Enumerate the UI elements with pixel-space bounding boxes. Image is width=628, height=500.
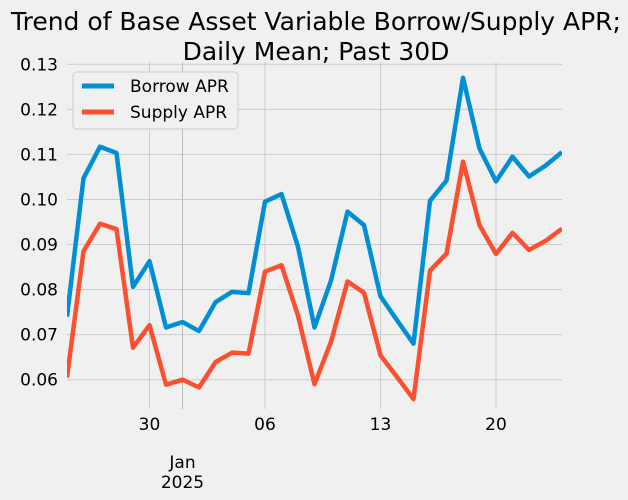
series-line-borrow-apr [67, 75, 562, 346]
y-tick-label: 0.07 [20, 326, 58, 346]
y-tick-label: 0.11 [20, 145, 58, 165]
series-lines [67, 75, 562, 402]
legend-label-supply: Supply APR [130, 103, 227, 123]
x-tick-label: 06 [254, 415, 276, 435]
x-tick-label: 20 [485, 415, 507, 435]
chart-subtitle: Daily Mean; Past 30D [183, 37, 450, 66]
series-line-supply-apr [67, 159, 562, 402]
x-tick-label: 30 [139, 415, 161, 435]
y-tick-label: 0.08 [20, 281, 58, 301]
chart-title: Trend of Base Asset Variable Borrow/Supp… [10, 7, 621, 36]
y-tick-label: 0.06 [20, 371, 58, 391]
axis-tick-labels: 0.06 0.07 0.08 0.09 0.10 0.11 0.12 0.13 30 06 13 20… [20, 55, 507, 493]
y-tick-label: 0.12 [20, 100, 58, 120]
legend-label-borrow: Borrow APR [130, 77, 229, 97]
x-year-label: 2025 [161, 473, 204, 493]
x-tick-label: 13 [370, 415, 392, 435]
y-tick-label: 0.10 [20, 190, 58, 210]
legend-frame [72, 71, 239, 130]
x-month-label: Jan [168, 453, 195, 473]
y-tick-label: 0.13 [20, 55, 58, 75]
legend: Borrow APR Supply APR [72, 71, 239, 130]
y-tick-label: 0.09 [20, 236, 58, 256]
